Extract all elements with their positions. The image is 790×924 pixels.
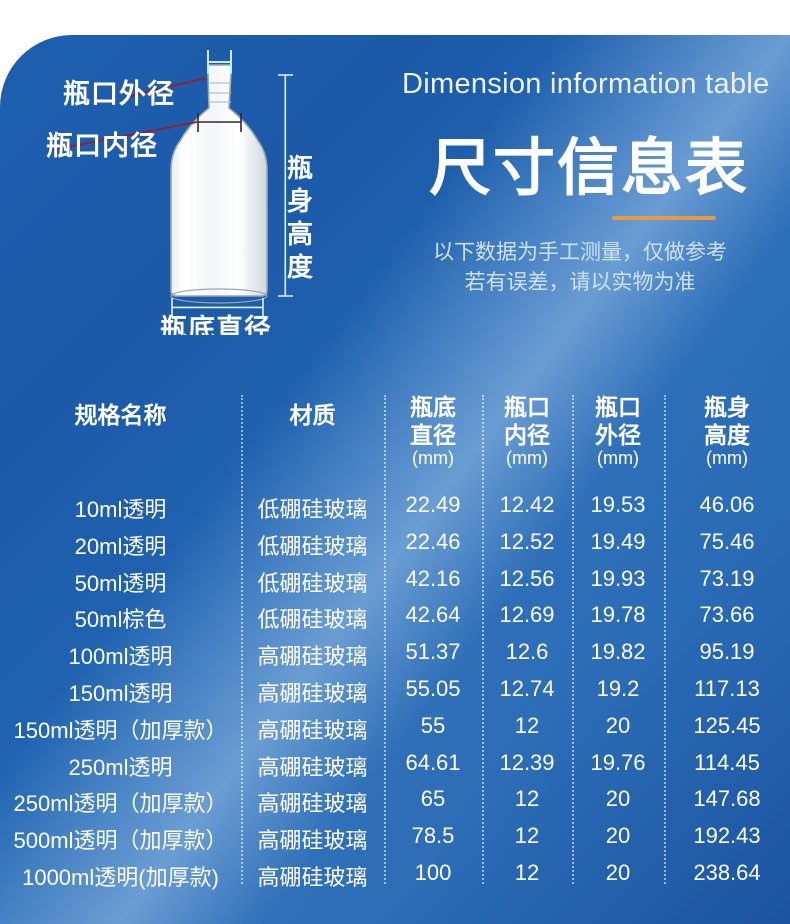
svg-text:高: 高 <box>287 219 313 249</box>
svg-text:身: 身 <box>287 186 313 216</box>
svg-text:瓶口外径: 瓶口外径 <box>63 79 175 109</box>
svg-text:度: 度 <box>287 252 313 282</box>
svg-text:瓶口内径: 瓶口内径 <box>46 131 158 161</box>
svg-text:瓶底直径: 瓶底直径 <box>160 313 272 335</box>
svg-text:瓶: 瓶 <box>287 153 313 183</box>
